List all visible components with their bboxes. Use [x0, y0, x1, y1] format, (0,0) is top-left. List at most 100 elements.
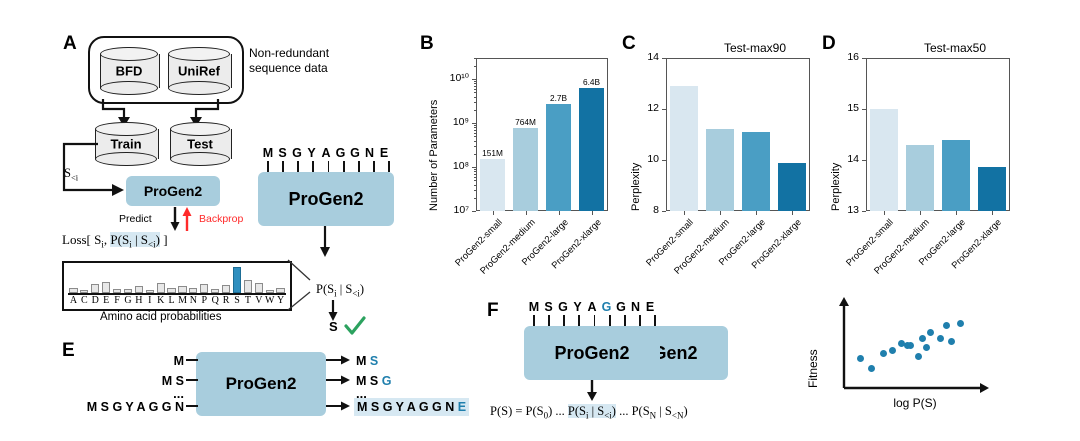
sequence-token: M — [528, 300, 540, 314]
y-minor-tick — [473, 197, 476, 199]
y-tick-label: 13 — [847, 204, 859, 216]
scatter-point — [956, 319, 964, 327]
amino-acid-bar — [80, 290, 89, 293]
y-minor-tick — [473, 88, 476, 90]
sequence-tick — [282, 161, 284, 172]
histogram-funnel-lines — [287, 259, 311, 311]
panel-e-input-0: M — [173, 354, 184, 368]
sequence-tick — [357, 161, 360, 172]
x-tick-label: ProGen2-small — [644, 217, 696, 268]
sequence-tick — [638, 315, 641, 326]
scatter-point — [897, 340, 905, 348]
amino-acid-bar — [102, 282, 111, 293]
y-axis-title: Number of Parameters — [428, 99, 440, 211]
panel-e-input-connectors — [186, 359, 198, 407]
sequence-token: Y — [307, 146, 316, 160]
loss-prob-term: P(Si | S<i) — [110, 232, 160, 250]
amino-acid-bar — [69, 288, 78, 293]
scatter-point — [867, 365, 875, 373]
amino-acid-caption: Amino acid probabilities — [100, 311, 222, 323]
y-tick-label: 15 — [847, 102, 859, 114]
amino-acid-label: M — [178, 295, 187, 306]
amino-acid-bar — [145, 289, 154, 293]
context-label: S<i — [64, 166, 79, 183]
y-tick — [472, 211, 476, 212]
sampled-token-arrow — [328, 300, 338, 321]
amino-acid-label: Q — [211, 295, 219, 306]
progen2-output-arrow — [320, 226, 330, 257]
scatter-point — [943, 322, 951, 330]
y-minor-tick — [473, 92, 476, 94]
y-tick — [472, 78, 476, 80]
panel-letter-d: D — [822, 33, 836, 54]
scatter-axes — [839, 297, 989, 393]
y-tick-label: 10⁹ — [452, 115, 469, 128]
panel-letter-a: A — [63, 33, 77, 54]
y-minor-tick — [473, 169, 476, 170]
bar-value-label: 2.7B — [549, 93, 568, 103]
sequence-tick — [533, 315, 535, 326]
amino-acid-bar — [243, 280, 252, 293]
sequence-token: G — [558, 300, 568, 314]
sequence-tick — [342, 161, 345, 172]
panel-e-output-1-blue: G — [381, 374, 392, 388]
x-tick — [992, 211, 993, 215]
scatter-point — [919, 334, 927, 342]
scatter-point — [907, 342, 915, 350]
sequence-token: E — [379, 146, 389, 160]
amino-acid-bar — [232, 267, 242, 293]
y-tick — [472, 166, 476, 168]
y-minor-tick — [473, 129, 476, 131]
panel-letter-f: F — [487, 300, 499, 321]
amino-acid-bar — [254, 283, 263, 293]
x-tick-label: ProGen2-small — [452, 217, 504, 268]
formula-dots2: ... — [619, 404, 629, 418]
formula-dots1: ... — [555, 404, 565, 418]
x-tick-label: ProGen2-large — [519, 217, 570, 268]
panel-e-output-3: M S G Y A G G N E — [354, 398, 470, 416]
context-arrow — [62, 142, 124, 196]
nonredundant-caption: Non-redundant sequence data — [249, 46, 359, 76]
y-tick — [862, 160, 866, 161]
amino-acid-bar — [265, 289, 274, 293]
bar-value-label: 764M — [515, 117, 536, 128]
dataset-test: Test — [170, 122, 232, 166]
sequence-f-ticks — [528, 315, 656, 326]
backprop-label: Backprop — [199, 213, 244, 225]
y-tick — [662, 58, 666, 59]
panel-e-output-3-black: M S G Y A G G N — [357, 400, 455, 414]
sequence-token: G — [292, 146, 302, 160]
sequence-token: G — [335, 146, 346, 160]
database-uniref-label: UniRef — [178, 63, 220, 79]
sequence-token: N — [630, 300, 641, 314]
bar — [669, 86, 699, 211]
x-tick — [591, 211, 593, 215]
x-tick-label: ProGen2-medium — [477, 217, 537, 276]
amino-acid-label: W — [265, 295, 275, 306]
amino-acid-bar — [123, 288, 133, 293]
bar — [941, 139, 971, 211]
panel-e-input-2: ... — [173, 386, 184, 401]
x-tick — [684, 211, 685, 215]
scatter-point — [889, 347, 897, 355]
x-tick-label: ProGen2-xlarge — [549, 217, 603, 271]
formula-rhs: P(S — [631, 404, 650, 418]
y-minor-tick — [473, 153, 476, 155]
chart-b: 10⁷ 10⁸ 10⁹ 10¹⁰ Number of Parameters 151M Pro… — [424, 36, 614, 276]
sequence-tick — [578, 315, 581, 326]
panel-e-input-3: M S G Y A G G N — [86, 400, 184, 414]
predict-backprop-arrows — [170, 207, 192, 231]
x-tick — [884, 211, 885, 215]
bar-value-label: 151M — [482, 148, 503, 159]
formula-lhs: P(S) = P(S — [490, 404, 544, 418]
y-tick — [662, 160, 666, 161]
sequence-token: G — [601, 300, 612, 314]
sequence-tick — [563, 315, 566, 326]
panel-e-output-0-black: M — [356, 354, 367, 368]
y-tick-label: 16 — [847, 51, 859, 63]
dataset-train: Train — [95, 122, 159, 166]
